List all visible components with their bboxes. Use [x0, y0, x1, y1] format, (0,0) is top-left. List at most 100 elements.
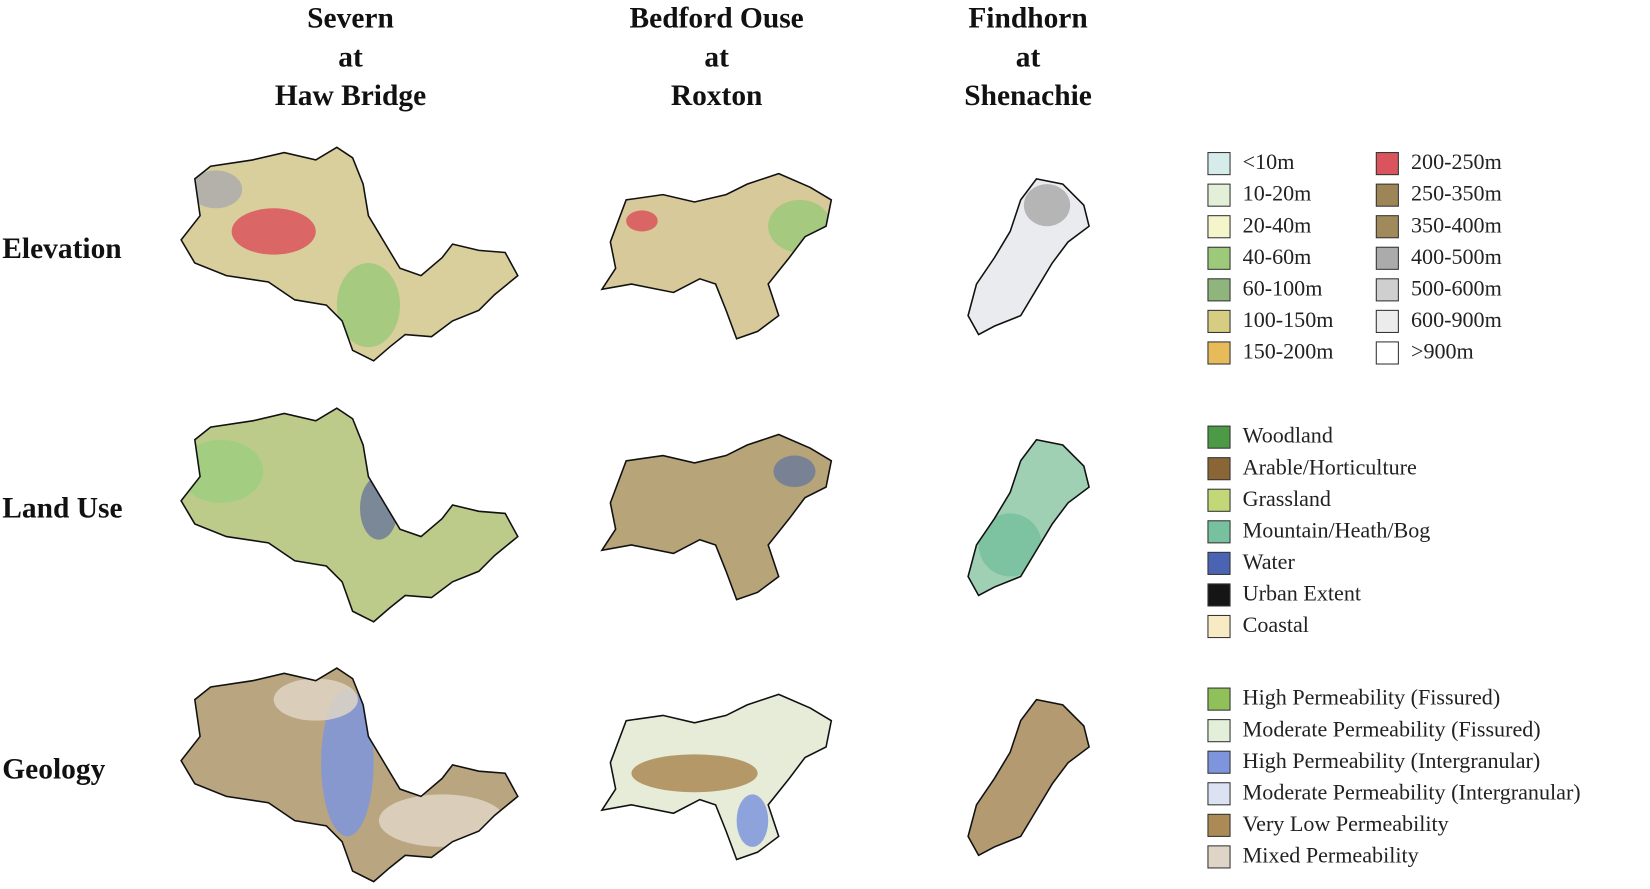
legend-label: High Permeability (Fissured) [1243, 685, 1501, 710]
catchment-outline [967, 177, 1090, 336]
legend-label: Coastal [1243, 612, 1309, 637]
legend-swatch [1207, 583, 1231, 607]
legend-label: 20-40m [1243, 212, 1312, 237]
map-patch [626, 210, 658, 232]
catchment-map [601, 694, 832, 860]
legend-swatch [1207, 183, 1231, 207]
catchment-outline [967, 438, 1090, 597]
map-fill [968, 439, 1090, 596]
map-patch [231, 208, 316, 255]
catchment-map [601, 434, 832, 600]
map-patch [978, 513, 1042, 577]
map-patch [181, 439, 264, 503]
column-header: at [704, 41, 729, 73]
map-patch [773, 455, 816, 488]
legend-label: 60-100m [1243, 275, 1323, 300]
legend-label: Very Low Permeability [1243, 811, 1449, 836]
legend-swatch [1207, 425, 1231, 449]
legend-swatch [1207, 246, 1231, 270]
column-header: at [338, 41, 363, 73]
legend-label: 200-250m [1411, 149, 1502, 174]
legend-swatch [1207, 813, 1231, 837]
legend-swatch [1207, 215, 1231, 239]
legend-label: Mountain/Heath/Bog [1243, 517, 1431, 542]
catchment-outline [600, 433, 833, 601]
map-patch [359, 476, 398, 540]
legend-label: Woodland [1243, 423, 1333, 448]
legend-swatch [1207, 782, 1231, 806]
legend-label: High Permeability (Intergranular) [1243, 748, 1541, 773]
legend-label: 250-350m [1411, 181, 1502, 206]
catchment-outline [180, 407, 519, 623]
column-header: Shenachie [964, 80, 1092, 112]
catchment-outline [967, 698, 1090, 857]
row-label: Geology [2, 754, 105, 786]
catchment-outline [180, 146, 519, 362]
column-header: Findhorn [968, 2, 1087, 34]
legend-label: <10m [1243, 149, 1295, 174]
legend-label: 400-500m [1411, 244, 1502, 269]
catchment-outline [180, 667, 519, 883]
column-header: Haw Bridge [275, 80, 426, 112]
row-label: Elevation [2, 233, 121, 265]
legend-swatch [1207, 687, 1231, 711]
catchment-map [181, 668, 518, 882]
map-patch [631, 754, 758, 793]
map-fill [181, 408, 518, 622]
legend-swatch [1375, 278, 1399, 302]
legend-swatch [1375, 152, 1399, 176]
map-fill [181, 147, 518, 361]
catchment-map [968, 699, 1090, 856]
column-header: at [1016, 41, 1041, 73]
map-fill [601, 434, 832, 600]
column-header: Severn [307, 2, 394, 34]
map-patch [273, 678, 358, 721]
legend-label: >900m [1411, 339, 1474, 364]
map-patch [378, 794, 506, 847]
legend-label: 40-60m [1243, 244, 1312, 269]
legend-swatch [1375, 309, 1399, 333]
map-patch [1023, 184, 1071, 227]
legend-swatch [1207, 278, 1231, 302]
catchment-map [968, 439, 1090, 596]
map-patch [189, 170, 243, 209]
legend-swatch [1207, 614, 1231, 639]
legend-swatch [1375, 341, 1399, 365]
catchment-map [181, 147, 518, 361]
legend-swatch [1207, 845, 1231, 869]
legend-swatch [1207, 457, 1231, 481]
legend-swatch [1207, 488, 1231, 512]
legend-label: 600-900m [1411, 307, 1502, 332]
legend-label: Moderate Permeability (Intergranular) [1243, 779, 1581, 804]
catchment-outline [600, 172, 833, 340]
legend-swatch [1207, 309, 1231, 333]
legend-swatch [1207, 152, 1231, 176]
legend-swatch [1207, 750, 1231, 774]
legend-swatch [1207, 520, 1231, 544]
map-patch [321, 689, 374, 837]
column-header: Bedford Ouse [630, 2, 804, 34]
legend-label: 100-150m [1243, 307, 1334, 332]
map-fill [968, 699, 1090, 856]
legend-swatch [1207, 341, 1231, 365]
legend-label: Urban Extent [1243, 581, 1361, 606]
legend-label: Moderate Permeability (Fissured) [1243, 716, 1541, 741]
legend-label: Arable/Horticulture [1243, 454, 1417, 479]
legend-label: 350-400m [1411, 212, 1502, 237]
catchment-outline [600, 693, 833, 861]
legend-label: 10-20m [1243, 181, 1312, 206]
legend-swatch [1207, 551, 1231, 575]
map-patch [736, 794, 769, 847]
legend-label: 500-600m [1411, 275, 1502, 300]
row-label: Land Use [2, 493, 122, 525]
legend-label: Water [1243, 549, 1296, 574]
map-patch [336, 263, 400, 348]
legend-swatch [1375, 215, 1399, 239]
legend-swatch [1375, 183, 1399, 207]
legend-label: Mixed Permeability [1243, 843, 1419, 868]
catchment-map [968, 178, 1090, 335]
legend-label: Grassland [1243, 486, 1331, 511]
